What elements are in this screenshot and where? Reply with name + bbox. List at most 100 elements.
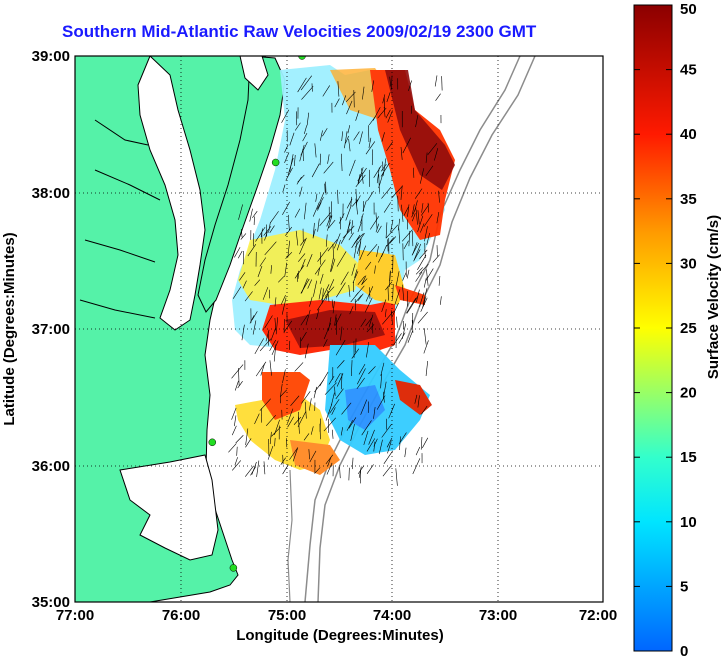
current-vector	[417, 254, 427, 270]
x-tick: 73:00	[479, 607, 517, 624]
current-vector	[244, 291, 253, 302]
current-vector	[314, 467, 321, 474]
stations	[208, 56, 306, 572]
current-vector	[284, 152, 290, 164]
vector-field	[228, 75, 443, 486]
current-vector	[317, 218, 320, 232]
current-vector	[375, 223, 380, 233]
current-vector	[306, 112, 310, 126]
current-vector	[366, 464, 374, 475]
current-vector	[381, 187, 392, 199]
current-vector	[307, 279, 313, 289]
current-vector	[341, 131, 343, 142]
current-vector	[391, 302, 399, 317]
current-vector	[274, 419, 280, 435]
current-vector	[432, 254, 440, 263]
current-vector	[285, 251, 293, 259]
current-vector	[287, 416, 294, 428]
current-vector	[359, 245, 367, 261]
current-vector	[334, 386, 336, 396]
current-vector	[329, 399, 340, 414]
current-vector	[312, 222, 315, 239]
current-vector	[425, 165, 434, 176]
current-vector	[289, 154, 294, 172]
current-vector	[427, 143, 438, 155]
current-vector	[331, 299, 334, 308]
current-vector	[417, 210, 420, 225]
current-vector	[340, 427, 344, 436]
current-vector	[301, 86, 314, 100]
current-vector	[383, 107, 386, 118]
current-vector	[438, 190, 440, 203]
current-vector	[351, 457, 354, 470]
current-vector	[355, 295, 362, 303]
current-vector	[387, 286, 389, 301]
current-vector	[280, 295, 286, 305]
current-vector	[255, 361, 267, 377]
current-vector	[424, 249, 426, 258]
current-vector	[360, 318, 367, 327]
current-vector	[315, 193, 318, 202]
current-vector	[251, 311, 258, 321]
current-vector	[406, 305, 413, 314]
colorbar-tick-label: 20	[680, 385, 697, 402]
current-vector	[300, 278, 310, 294]
current-vector	[338, 213, 345, 224]
current-vector	[380, 164, 387, 172]
current-vector	[324, 183, 326, 193]
current-vector	[308, 449, 310, 460]
current-vector	[396, 316, 398, 328]
current-vector	[237, 381, 243, 389]
current-vector	[325, 234, 328, 247]
current-vector	[408, 80, 412, 92]
current-vector	[366, 341, 370, 358]
current-vector	[275, 317, 278, 335]
current-vector	[300, 314, 309, 326]
current-vector	[386, 141, 394, 152]
current-vector	[374, 265, 376, 274]
current-vector	[364, 297, 373, 313]
current-vector	[390, 219, 394, 232]
current-vector	[303, 202, 307, 220]
current-vector	[312, 201, 320, 217]
current-vector	[324, 382, 337, 395]
current-vector	[313, 280, 318, 297]
current-vector	[270, 265, 272, 274]
current-vector	[332, 244, 335, 259]
current-vector	[422, 296, 427, 308]
current-vector	[411, 296, 418, 306]
y-tick: 37:00	[32, 321, 70, 338]
current-vector	[415, 271, 423, 282]
current-vector	[294, 122, 301, 131]
current-vector	[299, 237, 307, 255]
current-vector	[316, 197, 324, 210]
current-vector	[238, 367, 240, 386]
current-vector	[232, 286, 242, 299]
current-vector	[340, 228, 350, 244]
current-vector	[346, 100, 353, 115]
current-vector	[357, 167, 364, 184]
current-vector	[421, 405, 428, 415]
current-vector	[378, 171, 384, 189]
current-vector	[314, 259, 326, 275]
current-vector	[245, 428, 249, 446]
x-tick-labels: 77:00 76:00 75:00 74:00 73:00 72:00	[56, 607, 617, 624]
current-vector	[354, 232, 365, 248]
current-vector	[265, 329, 270, 342]
current-vector	[319, 153, 322, 166]
current-vector	[285, 167, 293, 181]
current-vector	[414, 188, 423, 199]
bathymetry-contour	[304, 56, 521, 602]
current-vector	[234, 247, 241, 258]
current-vector	[332, 300, 335, 314]
current-vector	[403, 240, 409, 250]
current-vector	[260, 228, 263, 238]
current-vector	[269, 225, 275, 233]
current-vector	[299, 337, 302, 349]
current-vector	[297, 270, 300, 279]
current-vector	[415, 209, 418, 225]
y-axis-label: Latitude (Degrees:Minutes)	[1, 232, 18, 425]
station-marker	[229, 564, 238, 572]
current-vector	[357, 275, 365, 286]
current-vector	[294, 208, 301, 218]
